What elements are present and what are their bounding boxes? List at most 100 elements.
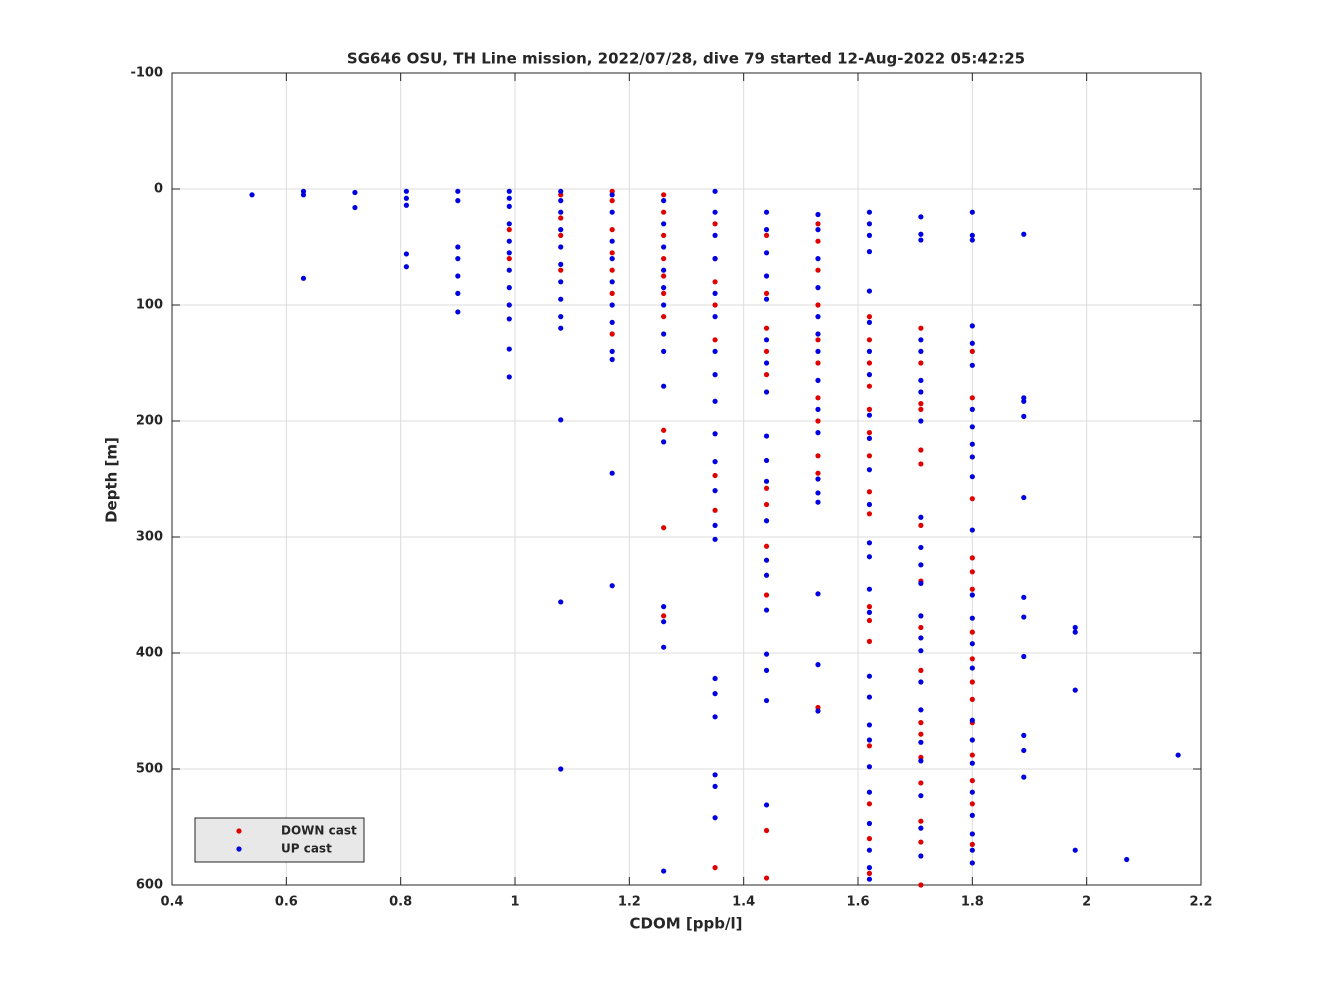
x-tick-label: 0.8 [389,895,412,910]
point [712,209,718,215]
y-tick-label: -100 [130,66,163,81]
point [815,302,821,308]
point [969,454,975,460]
point [712,472,718,479]
point [866,554,873,560]
point [455,309,461,315]
point [866,511,873,517]
point [712,337,718,343]
point [815,377,821,383]
point [506,188,512,194]
x-tick-label: 0.4 [160,895,183,910]
point [763,478,770,484]
plot-frame [171,72,1202,886]
point [403,264,409,270]
point [1072,624,1078,631]
point [558,209,564,215]
point [866,638,873,645]
point [969,629,975,635]
point [1175,752,1181,758]
point [558,766,564,772]
point [455,290,461,296]
y-axis-label: Depth [m] [103,437,121,523]
point [866,209,873,215]
point [661,267,667,273]
point [1021,732,1027,738]
point [506,250,512,256]
point [918,447,924,453]
point [815,453,821,459]
point [712,459,718,465]
point [866,836,873,842]
point [815,285,821,291]
point [763,501,770,508]
point [918,389,924,395]
point [763,697,770,704]
point [969,340,975,346]
point [815,348,821,354]
point [815,267,821,273]
legend-label: DOWN cast [281,824,357,838]
point [609,302,615,308]
legend-box [194,817,365,863]
point [918,237,924,243]
point [661,221,667,227]
point [815,395,821,401]
point [506,256,512,262]
x-axis-label: CDOM [ppb/l] [630,915,743,933]
point [506,346,512,352]
point [918,739,924,745]
point [609,209,615,215]
point [763,802,770,808]
point [866,249,873,255]
point [712,488,718,494]
point [969,789,975,795]
point [815,331,821,337]
point [815,499,821,505]
point [763,250,770,256]
point [866,743,873,749]
point [506,203,512,209]
y-tick-label: 100 [136,298,163,313]
point [763,592,770,598]
point [969,752,975,758]
point [866,360,873,366]
point [712,522,718,529]
point [866,314,873,320]
point [506,302,512,308]
point [866,489,873,495]
point [918,882,924,888]
point [558,261,564,267]
point [506,221,512,227]
point [866,764,873,770]
point [969,237,975,243]
point [969,641,975,647]
point [763,557,770,563]
point [661,290,667,296]
point [918,231,924,237]
point [558,188,564,194]
point [506,285,512,291]
point [866,232,873,238]
point [815,337,821,343]
point [609,256,615,262]
point [969,406,975,412]
x-tick-label: 1.2 [618,895,641,910]
x-tick-label: 2 [1082,895,1091,910]
point [661,383,667,389]
point [918,818,924,824]
point [969,778,975,784]
point [1072,629,1078,635]
point [249,192,255,198]
point [918,793,924,799]
point [763,209,770,215]
point [763,607,770,613]
point [712,675,718,682]
point [1021,494,1027,501]
point [969,696,975,703]
point [558,244,564,250]
y-tick-label: 300 [136,530,163,545]
point [609,356,615,363]
point [661,256,667,262]
point [712,372,718,378]
